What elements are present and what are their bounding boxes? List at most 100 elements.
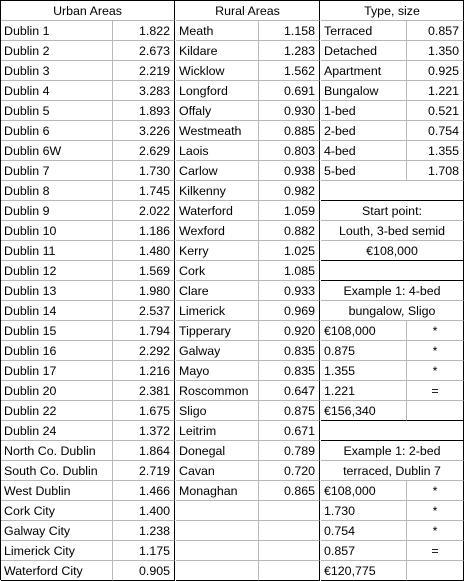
rural-area-name: Limerick [176, 301, 259, 321]
rural-area-name: Kilkenny [176, 181, 259, 201]
urban-area-name: Dublin 17 [1, 361, 113, 381]
rural-area-factor: 0.885 [259, 121, 320, 141]
start-point-price: €108,000 [321, 241, 464, 261]
example-1-operator: * [407, 341, 464, 361]
rural-area-name: Longford [176, 81, 259, 101]
rural-area-name: Westmeath [176, 121, 259, 141]
rural-area-name: Cavan [176, 461, 259, 481]
urban-area-name: Dublin 6 [1, 121, 113, 141]
property-type-name: 5-bed [321, 161, 407, 181]
property-type-name: 1-bed [321, 101, 407, 121]
rural-area-factor: 0.982 [259, 181, 320, 201]
rural-area-factor [259, 561, 320, 581]
urban-area-factor: 2.629 [113, 141, 175, 161]
property-type-factor: 1.355 [407, 141, 464, 161]
blank-cell [321, 421, 464, 441]
example-1-operator: = [407, 381, 464, 401]
example-2-operator [407, 561, 464, 581]
example-2-operator: = [407, 541, 464, 561]
urban-area-name: Dublin 24 [1, 421, 113, 441]
rural-area-name: Clare [176, 281, 259, 301]
example-2-value: 0.754 [321, 521, 407, 541]
rural-area-factor: 0.720 [259, 461, 320, 481]
rural-area-name: Sligo [176, 401, 259, 421]
rural-area-factor: 0.803 [259, 141, 320, 161]
rural-area-factor: 0.882 [259, 221, 320, 241]
urban-area-factor: 2.022 [113, 201, 175, 221]
property-type-name: Terraced [321, 21, 407, 41]
urban-area-name: Dublin 11 [1, 241, 113, 261]
rural-area-factor: 1.059 [259, 201, 320, 221]
urban-area-factor: 1.745 [113, 181, 175, 201]
example-1-value: 0.875 [321, 341, 407, 361]
urban-area-name: Waterford City [1, 561, 113, 581]
urban-area-factor: 1.864 [113, 441, 175, 461]
property-type-factor: 1.708 [407, 161, 464, 181]
urban-area-factor: 1.569 [113, 261, 175, 281]
rural-area-name: Kildare [176, 41, 259, 61]
start-point-description: Louth, 3-bed semid [321, 221, 464, 241]
start-point-title: Start point: [321, 201, 464, 221]
rural-areas-header: Rural Areas [176, 1, 320, 21]
rural-area-factor: 0.933 [259, 281, 320, 301]
urban-area-factor: 1.175 [113, 541, 175, 561]
example-2-value: 1.730 [321, 501, 407, 521]
rural-area-name [176, 541, 259, 561]
urban-area-factor: 1.822 [113, 21, 175, 41]
rural-area-factor: 0.920 [259, 321, 320, 341]
urban-area-factor: 1.238 [113, 521, 175, 541]
urban-area-name: Dublin 3 [1, 61, 113, 81]
example-1-value: €156,340 [321, 401, 407, 421]
urban-area-name: Dublin 20 [1, 381, 113, 401]
urban-area-factor: 1.400 [113, 501, 175, 521]
urban-area-name: Dublin 13 [1, 281, 113, 301]
urban-area-name: Dublin 9 [1, 201, 113, 221]
urban-area-name: Limerick City [1, 541, 113, 561]
property-type-factor: 1.350 [407, 41, 464, 61]
rural-area-name: Meath [176, 21, 259, 41]
example-2-operator: * [407, 521, 464, 541]
property-type-name: 4-bed [321, 141, 407, 161]
urban-area-name: Dublin 12 [1, 261, 113, 281]
rural-area-factor: 0.789 [259, 441, 320, 461]
rural-area-factor: 0.691 [259, 81, 320, 101]
example-2-value: 0.857 [321, 541, 407, 561]
property-type-factor: 0.857 [407, 21, 464, 41]
rural-area-name [176, 521, 259, 541]
rural-area-name: Galway [176, 341, 259, 361]
urban-area-name: Dublin 6W [1, 141, 113, 161]
urban-area-factor: 1.730 [113, 161, 175, 181]
rural-area-factor [259, 501, 320, 521]
urban-area-name: Dublin 7 [1, 161, 113, 181]
rural-area-factor: 0.875 [259, 401, 320, 421]
rural-area-factor: 0.938 [259, 161, 320, 181]
rural-area-name: Laois [176, 141, 259, 161]
urban-area-factor: 1.372 [113, 421, 175, 441]
rural-area-name: Wexford [176, 221, 259, 241]
urban-area-name: Dublin 16 [1, 341, 113, 361]
urban-area-name: Dublin 4 [1, 81, 113, 101]
example-1-value: 1.355 [321, 361, 407, 381]
example-2-operator: * [407, 481, 464, 501]
urban-area-factor: 2.381 [113, 381, 175, 401]
rural-area-factor: 0.865 [259, 481, 320, 501]
urban-area-name: Dublin 14 [1, 301, 113, 321]
urban-area-factor: 1.893 [113, 101, 175, 121]
urban-area-factor: 3.226 [113, 121, 175, 141]
urban-area-name: Dublin 22 [1, 401, 113, 421]
property-type-name: Bungalow [321, 81, 407, 101]
urban-area-name: Dublin 8 [1, 181, 113, 201]
rural-area-name: Wicklow [176, 61, 259, 81]
rural-area-factor: 0.835 [259, 361, 320, 381]
urban-area-name: North Co. Dublin [1, 441, 113, 461]
property-type-factor: 0.925 [407, 61, 464, 81]
blank-cell [321, 261, 464, 281]
example-1-operator: * [407, 361, 464, 381]
property-type-name: 2-bed [321, 121, 407, 141]
rural-area-factor: 1.562 [259, 61, 320, 81]
rural-area-name: Waterford [176, 201, 259, 221]
example-2-operator: * [407, 501, 464, 521]
example-2-value: €108,000 [321, 481, 407, 501]
urban-area-name: Galway City [1, 521, 113, 541]
